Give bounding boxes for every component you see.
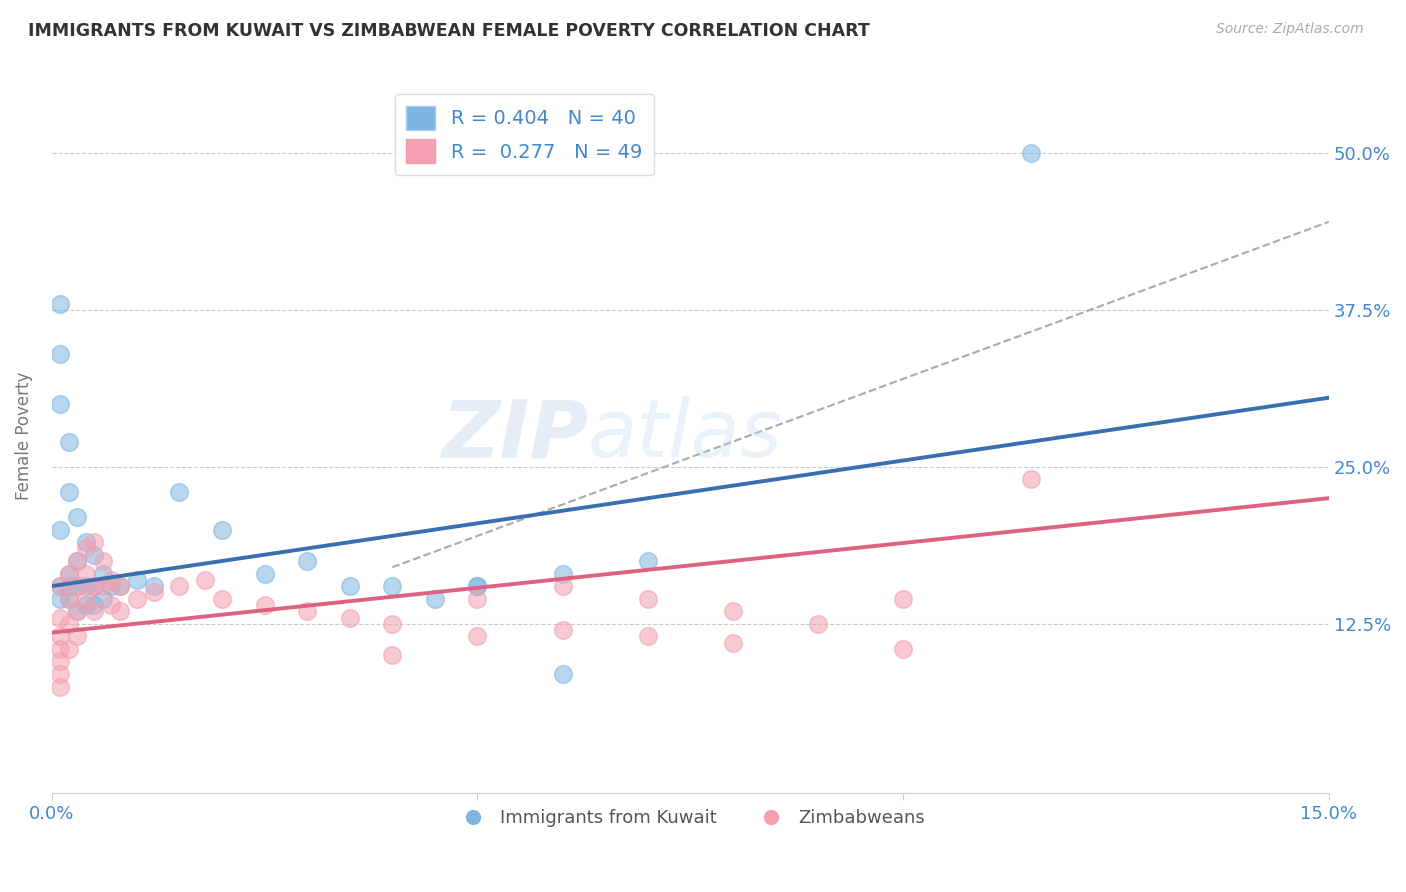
Point [637, 591, 659, 606]
Point [295, 554, 318, 568]
Point [142, 585, 165, 599]
Point [467, 591, 489, 606]
Point [423, 591, 446, 606]
Point [339, 579, 361, 593]
Point [75, 566, 97, 581]
Point [66, 554, 89, 568]
Point [551, 667, 574, 681]
Text: IMMIGRANTS FROM KUWAIT VS ZIMBABWEAN FEMALE POVERTY CORRELATION CHART: IMMIGRANTS FROM KUWAIT VS ZIMBABWEAN FEM… [28, 22, 870, 40]
Point [58, 434, 80, 449]
Point [66, 629, 89, 643]
Point [75, 591, 97, 606]
Point [467, 629, 489, 643]
Point [381, 616, 404, 631]
Point [83, 598, 105, 612]
Point [58, 566, 80, 581]
Point [49, 397, 72, 411]
Point [49, 629, 72, 643]
Point [49, 680, 72, 694]
Point [58, 591, 80, 606]
Point [467, 579, 489, 593]
Point [1019, 472, 1042, 486]
Point [49, 655, 72, 669]
Point [83, 579, 105, 593]
Point [807, 616, 830, 631]
Point [721, 635, 744, 649]
Point [100, 579, 122, 593]
Text: atlas: atlas [588, 396, 783, 475]
Point [169, 484, 191, 499]
Point [125, 591, 148, 606]
Point [66, 604, 89, 618]
Point [49, 523, 72, 537]
Point [108, 604, 131, 618]
Point [637, 629, 659, 643]
Y-axis label: Female Poverty: Female Poverty [15, 371, 32, 500]
Point [891, 591, 914, 606]
Point [49, 667, 72, 681]
Point [253, 598, 276, 612]
Point [83, 548, 105, 562]
Point [66, 554, 89, 568]
Point [66, 579, 89, 593]
Point [75, 579, 97, 593]
Point [721, 604, 744, 618]
Text: Source: ZipAtlas.com: Source: ZipAtlas.com [1216, 22, 1364, 37]
Point [49, 579, 72, 593]
Point [100, 573, 122, 587]
Point [194, 573, 217, 587]
Point [91, 579, 114, 593]
Point [100, 598, 122, 612]
Point [637, 554, 659, 568]
Point [58, 591, 80, 606]
Point [58, 616, 80, 631]
Point [142, 579, 165, 593]
Point [295, 604, 318, 618]
Point [108, 579, 131, 593]
Point [467, 579, 489, 593]
Point [49, 296, 72, 310]
Point [91, 566, 114, 581]
Point [49, 347, 72, 361]
Point [91, 591, 114, 606]
Point [125, 573, 148, 587]
Point [891, 641, 914, 656]
Point [83, 535, 105, 549]
Text: ZIP: ZIP [440, 396, 588, 475]
Point [58, 484, 80, 499]
Point [211, 523, 233, 537]
Point [75, 535, 97, 549]
Point [49, 641, 72, 656]
Legend: Immigrants from Kuwait, Zimbabweans: Immigrants from Kuwait, Zimbabweans [449, 802, 932, 834]
Point [66, 510, 89, 524]
Point [58, 566, 80, 581]
Point [66, 604, 89, 618]
Point [49, 579, 72, 593]
Point [83, 604, 105, 618]
Point [66, 579, 89, 593]
Point [381, 648, 404, 663]
Point [551, 623, 574, 637]
Point [551, 579, 574, 593]
Point [58, 579, 80, 593]
Point [49, 591, 72, 606]
Point [381, 579, 404, 593]
Point [551, 566, 574, 581]
Point [49, 610, 72, 624]
Point [91, 554, 114, 568]
Point [1019, 145, 1042, 160]
Point [75, 541, 97, 556]
Point [211, 591, 233, 606]
Point [83, 579, 105, 593]
Point [58, 641, 80, 656]
Point [169, 579, 191, 593]
Point [339, 610, 361, 624]
Point [75, 598, 97, 612]
Point [253, 566, 276, 581]
Point [108, 579, 131, 593]
